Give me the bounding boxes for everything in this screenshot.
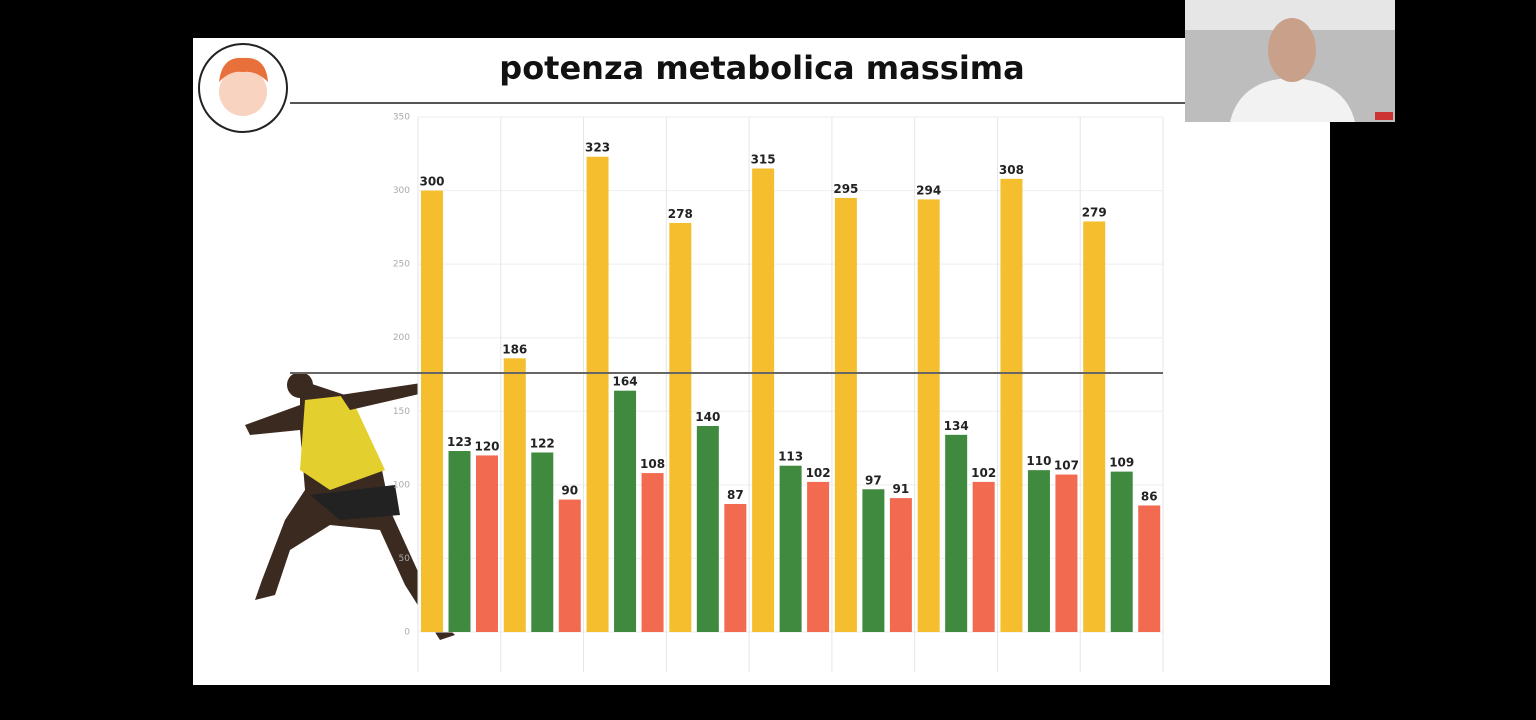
- value-label: 122: [530, 436, 555, 450]
- bar: [421, 190, 443, 633]
- value-label: 308: [999, 163, 1024, 177]
- value-label: 186: [502, 342, 527, 356]
- value-label: 140: [695, 410, 720, 424]
- value-label: 102: [806, 466, 831, 480]
- bar: [476, 455, 498, 632]
- value-label: 300: [419, 175, 444, 189]
- bar: [448, 451, 471, 632]
- value-label: 279: [1082, 205, 1107, 219]
- bar: [779, 465, 802, 632]
- bar: [752, 168, 775, 632]
- value-label: 108: [640, 457, 665, 471]
- value-label: 107: [1054, 459, 1079, 473]
- plot: 0 50 100 150 200 250 300 350 300 123 120 186 122 90 32…: [290, 113, 1164, 672]
- bar: [972, 481, 995, 632]
- bar: [696, 426, 719, 632]
- bar: [614, 390, 637, 632]
- value-label: 294: [916, 183, 941, 197]
- value-label: 123: [447, 435, 472, 449]
- bar: [862, 489, 885, 632]
- y-tick-label: 100: [393, 480, 410, 490]
- value-label: 134: [944, 419, 969, 433]
- value-label: 86: [1141, 489, 1158, 503]
- value-label: 323: [585, 141, 610, 155]
- value-label: 164: [613, 375, 638, 389]
- bar: [889, 498, 912, 632]
- bar: [724, 503, 747, 632]
- value-label: 102: [971, 466, 996, 480]
- value-label: 278: [668, 207, 693, 221]
- bar: [1000, 178, 1023, 633]
- y-tick-label: 250: [393, 260, 410, 270]
- value-label: 87: [727, 488, 744, 502]
- bar: [669, 222, 692, 632]
- y-tick-label: 200: [393, 333, 410, 343]
- bar: [1083, 221, 1106, 632]
- bar: [641, 473, 664, 632]
- y-tick-label: 150: [393, 407, 410, 417]
- bar: [807, 481, 830, 632]
- bar: [586, 156, 609, 632]
- y-tick-label: 300: [393, 186, 410, 196]
- webcam-thumbnail: [1185, 0, 1395, 122]
- value-label: 97: [865, 473, 882, 487]
- value-label: 90: [561, 484, 578, 498]
- value-label: 120: [474, 439, 499, 453]
- value-label: 113: [778, 450, 803, 464]
- bar: [945, 434, 968, 632]
- value-label: 295: [833, 182, 858, 196]
- bar: [917, 199, 940, 632]
- value-label: 109: [1109, 456, 1134, 470]
- bar: [834, 197, 857, 632]
- value-label: 315: [751, 153, 776, 167]
- y-tick-label: 0: [404, 628, 410, 638]
- y-tick-label: 350: [393, 113, 410, 123]
- bar: [503, 358, 526, 632]
- bar: [1110, 471, 1133, 632]
- bar: [1027, 470, 1050, 632]
- bar: [531, 452, 554, 632]
- chart-title: potenza metabolica massima: [499, 49, 1024, 87]
- value-label: 110: [1026, 454, 1051, 468]
- avatar-hair: [219, 57, 268, 82]
- value-label: 91: [893, 482, 910, 496]
- y-tick-label: 50: [399, 554, 411, 564]
- bar: [1138, 505, 1161, 632]
- athlete-photo: [245, 372, 458, 640]
- avatar-face: [219, 68, 267, 116]
- bar: [1055, 474, 1078, 632]
- bar: [558, 499, 581, 632]
